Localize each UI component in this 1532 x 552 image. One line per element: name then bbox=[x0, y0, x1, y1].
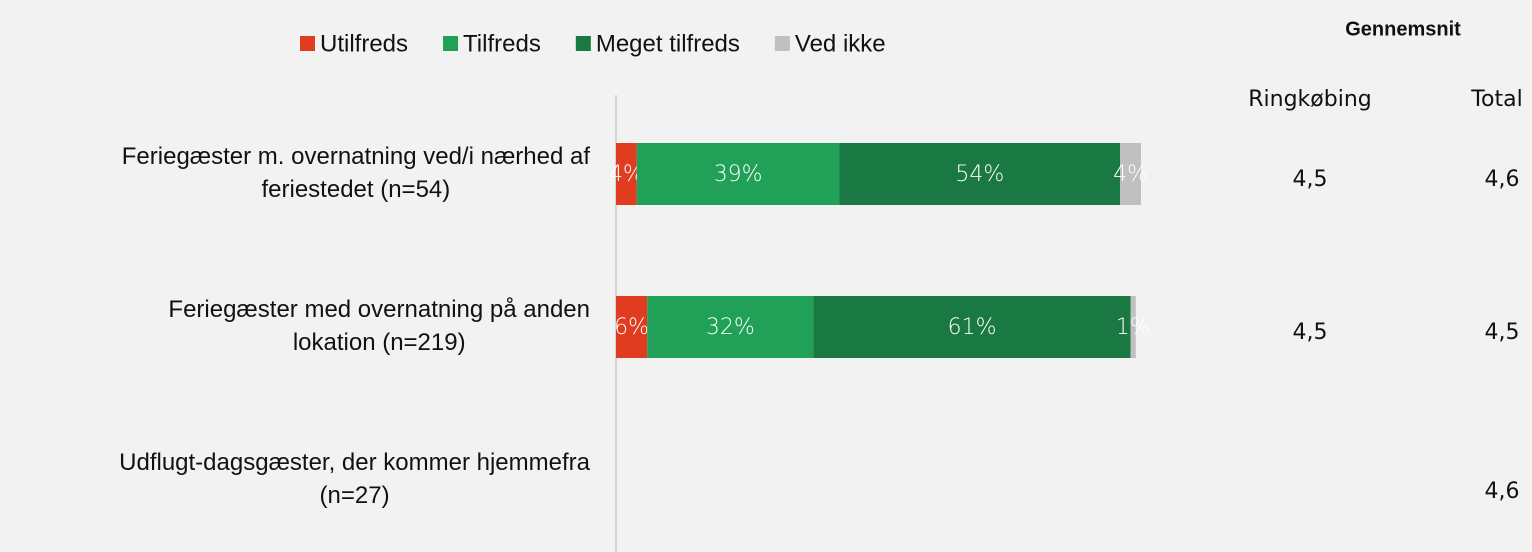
bar-segment bbox=[616, 143, 637, 205]
data-label: 39% bbox=[714, 162, 763, 187]
legend-label: Tilfreds bbox=[463, 30, 541, 57]
data-label: 4% bbox=[1113, 162, 1148, 187]
bar-segment bbox=[647, 296, 814, 358]
average-value: 4,6 bbox=[1485, 167, 1520, 192]
legend-label: Utilfreds bbox=[320, 30, 408, 57]
data-label: 54% bbox=[955, 162, 1004, 187]
category-label: Udflugt-dagsgæster, der kommer hjemmefra bbox=[119, 449, 591, 476]
averages-column-header: Ringkøbing bbox=[1248, 87, 1372, 112]
category-label: feriestedet (n=54) bbox=[261, 176, 450, 203]
legend-swatch bbox=[300, 36, 315, 51]
average-value: 4,5 bbox=[1485, 320, 1520, 345]
category-label: Feriegæster m. overnatning ved/i nærhed … bbox=[122, 143, 591, 170]
legend-label: Ved ikke bbox=[795, 30, 886, 57]
average-value: 4,5 bbox=[1293, 167, 1328, 192]
legend-label: Meget tilfreds bbox=[596, 30, 740, 57]
category-label: (n=27) bbox=[320, 482, 390, 509]
data-label: 61% bbox=[948, 315, 997, 340]
average-value: 4,6 bbox=[1485, 479, 1520, 504]
averages-title: Gennemsnit bbox=[1345, 18, 1461, 40]
bar-segment bbox=[616, 296, 648, 358]
data-label: 6% bbox=[614, 315, 649, 340]
averages-column-header: Total bbox=[1470, 87, 1522, 112]
legend-swatch bbox=[774, 36, 790, 51]
data-label: 1% bbox=[1116, 315, 1151, 340]
average-value: 4,5 bbox=[1293, 320, 1328, 345]
category-label: lokation (n=219) bbox=[293, 329, 466, 356]
bar-segment bbox=[636, 143, 840, 205]
data-label: 32% bbox=[706, 315, 755, 340]
legend-swatch bbox=[443, 36, 459, 51]
legend-swatch bbox=[575, 36, 591, 51]
category-label: Feriegæster med overnatning på anden bbox=[168, 296, 590, 323]
bar-segment bbox=[813, 296, 1131, 358]
bar-segment bbox=[1120, 143, 1141, 205]
bar-segment bbox=[1130, 296, 1136, 358]
bar-segment bbox=[839, 143, 1121, 205]
